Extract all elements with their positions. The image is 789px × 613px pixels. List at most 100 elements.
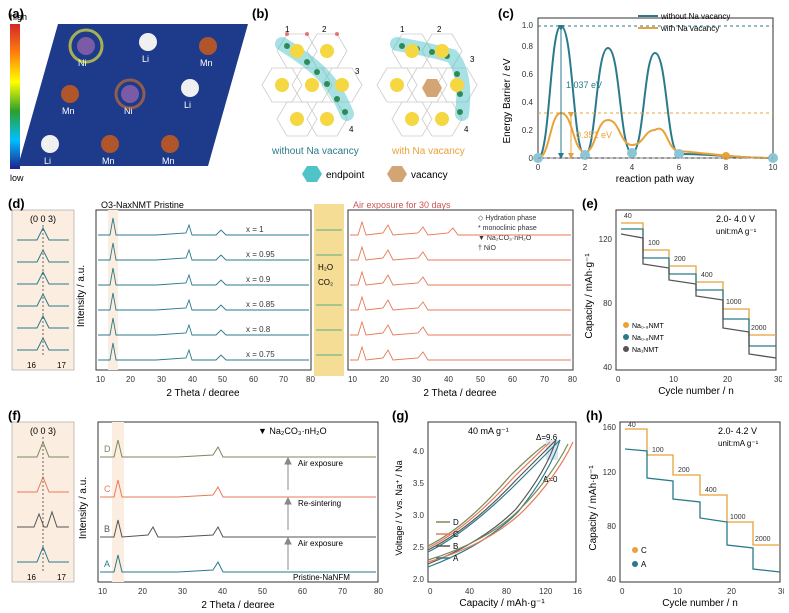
cbar-low: low — [10, 173, 24, 183]
dl1: * monoclinic phase — [478, 225, 537, 232]
svg-text:Li: Li — [44, 156, 51, 166]
g-ylabel: Voltage / V vs. Na⁺ / Na — [394, 460, 404, 555]
svg-text:20: 20 — [380, 375, 389, 384]
svg-text:100: 100 — [648, 240, 660, 247]
svg-text:0: 0 — [529, 154, 534, 163]
svg-text:2: 2 — [322, 25, 327, 34]
svg-text:30: 30 — [774, 375, 782, 384]
svg-text:160: 160 — [573, 587, 582, 596]
svg-text:2: 2 — [437, 25, 442, 34]
svg-text:4: 4 — [464, 125, 469, 134]
svg-text:0: 0 — [616, 375, 621, 384]
svg-text:2: 2 — [583, 163, 588, 172]
svg-text:70: 70 — [338, 587, 347, 596]
cap-left: without Na vacancy — [271, 146, 359, 157]
svg-text:50: 50 — [218, 375, 227, 384]
xv0: x = 1 — [246, 225, 264, 234]
g-xlabel: Capacity / mAh·g⁻¹ — [459, 598, 545, 608]
svg-text:1.0: 1.0 — [522, 21, 534, 30]
svg-text:200: 200 — [678, 467, 690, 474]
xv2: x = 0.9 — [246, 275, 271, 284]
band2: CO₂ — [318, 278, 333, 287]
svg-text:3.5: 3.5 — [413, 479, 425, 488]
xv5: x = 0.75 — [246, 350, 275, 359]
svg-text:1000: 1000 — [730, 514, 746, 521]
svg-text:10: 10 — [673, 587, 682, 596]
xv3: x = 0.85 — [246, 300, 275, 309]
band1: H₂O — [318, 263, 333, 272]
svg-text:40: 40 — [624, 213, 632, 220]
svg-text:A: A — [453, 554, 459, 563]
h-l1: A — [641, 560, 647, 569]
svg-text:C: C — [104, 484, 111, 494]
svg-text:17: 17 — [57, 573, 66, 582]
svg-text:20: 20 — [138, 587, 147, 596]
svg-text:B: B — [453, 542, 458, 551]
c-ylabel: Energy Barrier / eV — [502, 58, 513, 143]
svg-text:4.0: 4.0 — [413, 447, 425, 456]
svg-text:3: 3 — [355, 67, 360, 76]
svg-text:10: 10 — [98, 587, 107, 596]
svg-text:50: 50 — [476, 375, 485, 384]
svg-text:80: 80 — [568, 375, 577, 384]
svg-text:10: 10 — [669, 375, 678, 384]
svg-text:3.0: 3.0 — [413, 511, 425, 520]
panel-f-svg: (0 0 3) 1617 ▼ Na₂CO₃·nH₂O DAir exposure — [8, 408, 388, 608]
svg-text:Li: Li — [142, 54, 149, 64]
svg-text:40: 40 — [607, 575, 616, 584]
svg-text:40: 40 — [628, 422, 636, 429]
svg-text:D: D — [104, 444, 111, 454]
svg-text:8: 8 — [724, 163, 729, 172]
panel-b-label: (b) — [252, 6, 269, 21]
panel-a-label: (a) — [8, 6, 24, 21]
svg-text:400: 400 — [705, 487, 717, 494]
annot1: 1.037 eV — [566, 80, 602, 90]
xv4: x = 0.8 — [246, 325, 271, 334]
c-xlabel: reaction path way — [616, 174, 694, 185]
f-ylabel: Intensity / a.u. — [78, 477, 89, 539]
panel-c-label: (c) — [498, 6, 514, 21]
f-inset-title: (0 0 3) — [30, 426, 56, 436]
svg-text:2.5: 2.5 — [413, 543, 425, 552]
svg-text:40: 40 — [444, 375, 453, 384]
svg-text:100: 100 — [652, 447, 664, 454]
h-title: 2.0- 4.2 V — [718, 426, 757, 436]
panel-g: (g) 40 mA g⁻¹ Δ=9.6 Δ=0 D C B — [392, 408, 582, 608]
svg-text:60: 60 — [508, 375, 517, 384]
e-l0: Na₀.₉NMT — [632, 323, 664, 330]
svg-text:2000: 2000 — [751, 325, 767, 332]
svg-text:60: 60 — [298, 587, 307, 596]
panel-h-label: (h) — [586, 408, 603, 423]
svg-text:4: 4 — [630, 163, 635, 172]
annot2: 0.351 eV — [576, 130, 612, 140]
d-title-left: O3-NaxNMT Pristine — [101, 200, 184, 210]
e-xlabel: Cycle number / n — [658, 386, 734, 396]
svg-text:400: 400 — [701, 272, 713, 279]
panel-a: (a) high low Ni Li Mn Mn Ni Li Li Mn Mn — [8, 6, 248, 186]
panel-g-label: (g) — [392, 408, 409, 423]
svg-text:Mn: Mn — [162, 156, 175, 166]
xv1: x = 0.95 — [246, 250, 275, 259]
leg-c1: without Na vacancy — [660, 12, 730, 21]
colorbar — [10, 24, 20, 169]
dl3: † NiO — [478, 245, 496, 252]
svg-text:20: 20 — [723, 375, 732, 384]
fn0: Air exposure — [298, 459, 343, 468]
panel-b-svg: 1234 1234 without Na — [252, 6, 492, 186]
fn1: Re-sintering — [298, 499, 341, 508]
f-legend: ▼ Na₂CO₃·nH₂O — [258, 426, 327, 436]
d-title-right: Air exposure for 30 days — [353, 200, 451, 210]
panel-e: (e) 2.0- 4.0 V unit:mA g⁻¹ 4010020040010… — [582, 196, 782, 396]
panel-b: (b) 1234 — [252, 6, 492, 186]
d-xlabel1: 2 Theta / degree — [166, 388, 240, 396]
d-xrd-right — [350, 222, 571, 360]
svg-text:0: 0 — [620, 587, 625, 596]
svg-text:120: 120 — [539, 587, 553, 596]
svg-text:20: 20 — [727, 587, 736, 596]
svg-text:10: 10 — [96, 375, 105, 384]
panel-h: (h) 2.0- 4.2 V unit:mA g⁻¹ 4010020040010… — [586, 408, 784, 608]
svg-text:80: 80 — [502, 587, 511, 596]
cap-right: with Na vacancy — [391, 146, 465, 157]
h-ylabel: Capacity / mAh·g⁻¹ — [588, 465, 599, 551]
svg-text:120: 120 — [603, 468, 617, 477]
